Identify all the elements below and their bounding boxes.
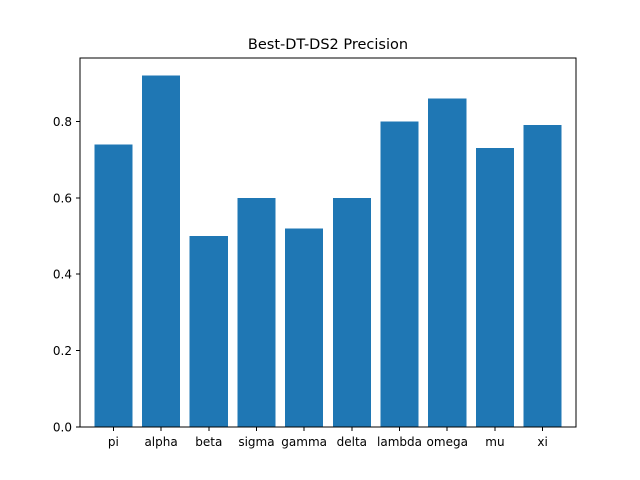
chart-title: Best-DT-DS2 Precision <box>248 37 408 53</box>
x-tick-label-omega: omega <box>427 435 468 449</box>
x-tick-label-delta: delta <box>337 435 367 449</box>
bar-pi <box>94 144 133 427</box>
y-tick-label-0.8: 0.8 <box>53 115 72 129</box>
x-axis-ticks: pi alpha beta sigma gamma delta lambda omega mu x… <box>108 427 548 449</box>
x-tick-label-alpha: alpha <box>144 435 177 449</box>
bar-gamma <box>285 228 324 427</box>
y-tick-label-0.4: 0.4 <box>53 268 72 282</box>
x-tick-label-lambda: lambda <box>377 435 422 449</box>
plot-frame <box>79 57 577 428</box>
bar-omega <box>428 98 467 428</box>
x-tick-label-pi: pi <box>108 435 119 449</box>
bar-xi <box>523 125 562 427</box>
bar-mu <box>475 148 514 427</box>
bar-delta <box>332 197 371 427</box>
bar-sigma <box>237 197 276 427</box>
x-tick-label-xi: xi <box>537 435 547 449</box>
y-tick-label-0.0: 0.0 <box>53 421 72 435</box>
bar-beta <box>189 236 228 427</box>
bar-lambda <box>380 121 419 427</box>
x-tick-label-gamma: gamma <box>281 435 327 449</box>
bars-group <box>94 75 562 428</box>
x-tick-label-mu: mu <box>485 435 504 449</box>
bar-alpha <box>142 75 181 427</box>
y-axis-ticks: 0.0 0.2 0.4 0.6 0.8 <box>53 115 80 435</box>
y-tick-label-0.2: 0.2 <box>53 344 72 358</box>
x-tick-label-beta: beta <box>195 435 222 449</box>
axes-frame <box>79 57 577 428</box>
y-tick-label-0.6: 0.6 <box>53 191 72 205</box>
x-tick-label-sigma: sigma <box>238 435 274 449</box>
